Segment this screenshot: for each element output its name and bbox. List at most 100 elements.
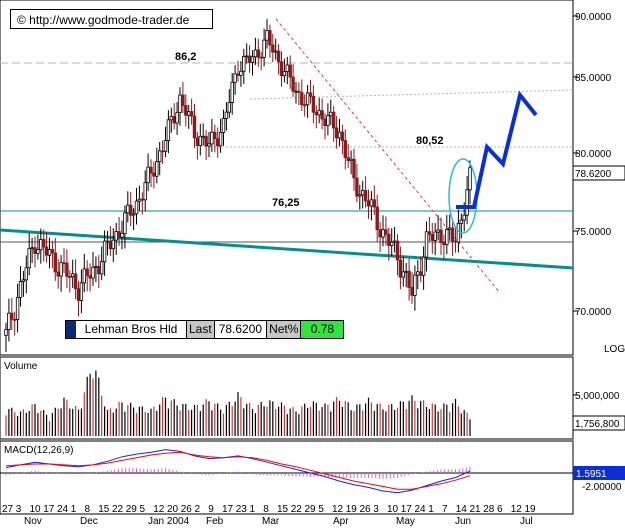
candle-body bbox=[401, 271, 405, 278]
candle-body bbox=[302, 104, 307, 107]
macd-line bbox=[5, 449, 471, 494]
candle-body bbox=[56, 271, 60, 277]
candle-body bbox=[343, 140, 347, 159]
candle-body bbox=[152, 172, 156, 177]
candle-body bbox=[53, 252, 57, 273]
candle-body bbox=[250, 56, 255, 63]
candle-body bbox=[262, 39, 266, 58]
candle-body bbox=[50, 249, 55, 254]
candle-body bbox=[369, 199, 374, 207]
candle-body bbox=[430, 234, 434, 241]
last-volume-label: 1,756,800 bbox=[575, 419, 620, 430]
x-tick-label: 29 bbox=[305, 504, 317, 515]
candle-body bbox=[186, 111, 191, 116]
candle-body bbox=[447, 227, 452, 230]
annotation-80-52: 80,52 bbox=[416, 135, 444, 147]
macd-histogram bbox=[5, 467, 471, 479]
x-tick-label: 22 bbox=[291, 504, 303, 515]
price-axis: 90.0000 85.0000 80.0000 75.0000 70.0000 … bbox=[573, 12, 625, 355]
candle-body bbox=[126, 204, 130, 214]
candle-body bbox=[100, 261, 104, 275]
candle-body bbox=[450, 227, 455, 242]
candle-body bbox=[424, 231, 429, 258]
macd-title: MACD(12,26,9) bbox=[4, 445, 73, 456]
candle-body bbox=[160, 150, 165, 153]
candle-body bbox=[294, 90, 298, 93]
quote-last-value: 78.6200 bbox=[214, 321, 268, 338]
candle-body bbox=[387, 233, 391, 246]
candle-body bbox=[366, 200, 371, 207]
candle-body bbox=[439, 229, 443, 243]
x-tick-label: 28 bbox=[483, 504, 495, 515]
candle-body bbox=[108, 240, 113, 250]
candle-body bbox=[355, 177, 359, 197]
candle-body bbox=[134, 200, 139, 215]
candle-body bbox=[131, 213, 136, 216]
candle-body bbox=[204, 135, 208, 147]
price-tick: 85.0000 bbox=[575, 73, 612, 84]
x-tick-label: 3 bbox=[373, 504, 379, 515]
volume-tick: 5,000,000 bbox=[575, 391, 620, 402]
candle-body bbox=[94, 265, 98, 268]
annotation-86-2: 86,2 bbox=[175, 51, 196, 63]
candle-body bbox=[427, 231, 432, 235]
price-tick: 75.0000 bbox=[575, 227, 612, 238]
candle-body bbox=[42, 239, 46, 248]
candle-body bbox=[276, 50, 281, 63]
candle-body bbox=[334, 127, 339, 139]
x-tick-label: 29 bbox=[126, 504, 138, 515]
x-tick-label: 8 bbox=[85, 504, 91, 515]
x-tick-label: 26 bbox=[360, 504, 372, 515]
candle-body bbox=[207, 143, 211, 147]
candle-body bbox=[166, 119, 171, 141]
candle-body bbox=[268, 30, 272, 46]
candle-body bbox=[79, 282, 84, 301]
x-tick-label: 17 bbox=[401, 504, 413, 515]
candle-body bbox=[253, 49, 258, 58]
candle-body bbox=[7, 312, 11, 330]
candle-body bbox=[24, 267, 28, 281]
candle-body bbox=[44, 246, 49, 256]
candle-body bbox=[36, 249, 40, 254]
candle-body bbox=[114, 231, 118, 241]
candle-body bbox=[195, 137, 200, 146]
candle-body bbox=[291, 76, 295, 92]
x-tick-label: 15 bbox=[98, 504, 110, 515]
last-price-label: 78.6200 bbox=[575, 169, 612, 180]
candle-body bbox=[395, 240, 400, 261]
candle-body bbox=[317, 110, 321, 116]
candle-body bbox=[227, 102, 231, 113]
macd-value-box bbox=[573, 466, 625, 480]
annotation-76-25: 76,25 bbox=[272, 197, 300, 209]
candle-body bbox=[465, 189, 469, 216]
x-month-label: Jul bbox=[520, 516, 533, 527]
x-tick-label: 8 bbox=[263, 504, 269, 515]
x-tick-label: 9 bbox=[208, 504, 214, 515]
price-panel bbox=[0, 0, 574, 356]
candle-body bbox=[331, 111, 336, 129]
x-tick-label: 17 bbox=[43, 504, 55, 515]
candle-body bbox=[47, 249, 52, 256]
candle-body bbox=[265, 30, 269, 41]
candle-body bbox=[27, 247, 31, 269]
x-month-label: May bbox=[396, 516, 415, 527]
candle-body bbox=[149, 166, 153, 174]
x-tick-label: 22 bbox=[112, 504, 124, 515]
candle-body bbox=[375, 206, 379, 231]
candle-body bbox=[169, 116, 173, 121]
quote-last-label: Last bbox=[187, 321, 215, 338]
candle-body bbox=[105, 240, 110, 243]
x-tick-label: 1 bbox=[428, 504, 434, 515]
scale-label: LOG bbox=[604, 344, 625, 355]
x-tick-label: 19 bbox=[525, 504, 537, 515]
candle-body bbox=[418, 271, 423, 276]
x-tick-label: 12 bbox=[332, 504, 344, 515]
price-tick: 80.0000 bbox=[575, 149, 612, 160]
candle-body bbox=[178, 94, 182, 113]
x-month-label: Nov bbox=[24, 516, 42, 527]
x-month-label: Feb bbox=[206, 516, 224, 527]
candle-body bbox=[230, 81, 234, 103]
candle-body bbox=[184, 105, 188, 116]
candle-body bbox=[360, 190, 365, 196]
candle-body bbox=[320, 110, 324, 120]
